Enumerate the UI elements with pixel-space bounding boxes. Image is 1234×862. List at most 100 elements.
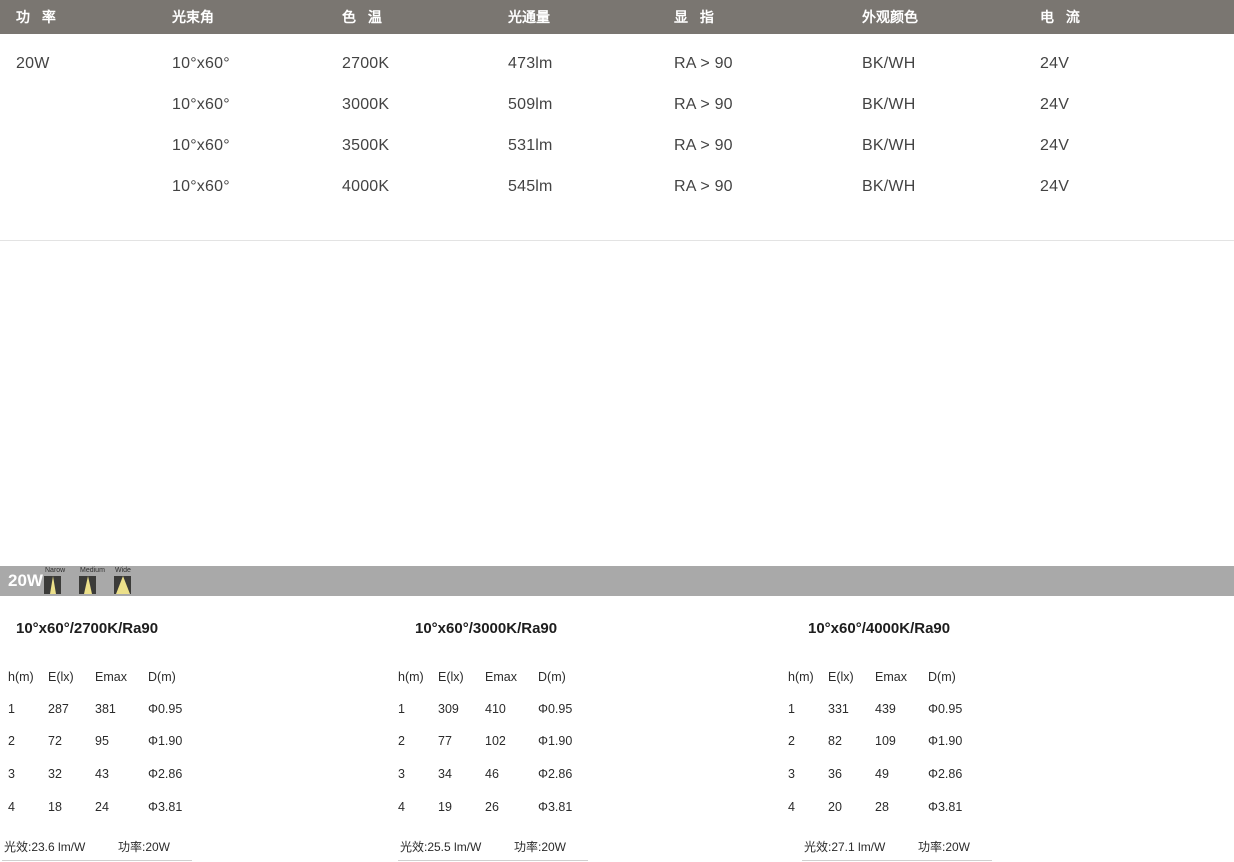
beam-legend-narrow: Narow [44,567,70,594]
table-row: 24V [1040,55,1070,72]
photometric-table: h(m) E(lx) Emax D(m) 1 287 381 Φ0.95 2 7… [0,670,390,830]
table-row: 3 [788,767,795,781]
table-row: 72 [48,734,62,748]
table-row: 18 [48,800,62,814]
table-row: 473lm [508,55,553,72]
table-row: 95 [95,734,109,748]
photometric-footer: 光效:25.5 lm/W 功率:20W [398,838,588,861]
table-row: 36 [828,767,842,781]
beam-legend-wide: Wide [114,567,140,594]
beam-cone-medium-icon [79,576,96,594]
table-row: Φ0.95 [148,702,183,716]
table-row: 545lm [508,178,553,195]
table-row: RA > 90 [674,55,733,72]
beam-legend-wide-label: Wide [115,567,131,574]
table-row: 2700K [342,55,390,72]
column-header-appearance-color: 外观颜色 [862,9,918,25]
table-row: 287 [48,702,69,716]
table-row: 4000K [342,178,390,195]
efficacy-value: 光效:25.5 lm/W [400,840,482,854]
table-row: Φ3.81 [928,800,963,814]
table-row: 24V [1040,178,1070,195]
table-row: 3500K [342,137,390,154]
table-row: RA > 90 [674,96,733,113]
table-row: Φ1.90 [538,734,573,748]
table-row: Φ1.90 [928,734,963,748]
photometric-footer: 光效:23.6 lm/W 功率:20W [2,838,192,861]
column-header-cct: 色 温 [342,9,386,25]
column-header-power: 功 率 [16,9,60,25]
table-row: 3 [8,767,15,781]
column-header-emax: Emax [875,670,907,684]
specification-table-header-row: 功 率 光束角 色 温 光通量 显 指 外观颜色 电 流 [0,0,1234,34]
table-row: 4 [788,800,795,814]
photometric-footer: 光效:27.1 lm/W 功率:20W [802,838,992,861]
column-header-elux: E(lx) [48,670,74,684]
photometric-table: h(m) E(lx) Emax D(m) 1 331 439 Φ0.95 2 8… [780,670,1170,830]
table-row: Φ2.86 [538,767,573,781]
beam-legend-medium-label: Medium [80,567,105,574]
table-row: 2 [398,734,405,748]
table-row: 2 [8,734,15,748]
table-row: BK/WH [862,137,916,154]
column-header-beam-angle: 光束角 [172,9,214,25]
column-header-emax: Emax [95,670,127,684]
column-header-elux: E(lx) [828,670,854,684]
table-row: BK/WH [862,55,916,72]
table-row: 109 [875,734,896,748]
table-row: Φ0.95 [538,702,573,716]
table-row: 24 [95,800,109,814]
table-row: 43 [95,767,109,781]
table-row: BK/WH [862,96,916,113]
table-row: 10°x60° [172,55,230,72]
table-row: 2 [788,734,795,748]
page-title: 10°x60°/4000K/Ra90 [808,620,951,637]
column-header-emax: Emax [485,670,517,684]
efficacy-value: 光效:27.1 lm/W [804,840,886,854]
table-row: Φ3.81 [148,800,183,814]
table-row: 46 [485,767,499,781]
column-header-diameter: D(m) [538,670,566,684]
specification-table-body: 20W 10°x60° 2700K 473lm RA > 90 BK/WH 24… [0,34,1234,240]
table-row: 24V [1040,96,1070,113]
beam-cone-narrow-icon [44,576,61,594]
column-header-elux: E(lx) [438,670,464,684]
power-value: 功率:20W [118,840,171,854]
page-title: 10°x60°/2700K/Ra90 [16,620,159,637]
column-header-height: h(m) [788,670,814,684]
photometric-table: h(m) E(lx) Emax D(m) 1 309 410 Φ0.95 2 7… [390,670,780,830]
column-header-height: h(m) [398,670,424,684]
page-title: 10°x60°/3000K/Ra90 [415,620,558,637]
column-header-height: h(m) [8,670,34,684]
power-band-label: 20W [8,571,43,590]
table-row: 20 [828,800,842,814]
table-row: BK/WH [862,178,916,195]
column-header-cri: 显 指 [674,9,718,25]
table-row: Φ0.95 [928,702,963,716]
beam-legend-medium: Medium [79,567,105,594]
table-row: 509lm [508,96,553,113]
table-row: 531lm [508,137,553,154]
efficacy-value: 光效:23.6 lm/W [4,840,86,854]
table-row: 19 [438,800,452,814]
column-header-diameter: D(m) [148,670,176,684]
table-row: 309 [438,702,459,716]
power-band: 20W Narow Medium Wide [0,566,1234,596]
specification-table: 功 率 光束角 色 温 光通量 显 指 外观颜色 电 流 20W 10°x60°… [0,0,1234,240]
table-row: 4 [8,800,15,814]
table-row: 4 [398,800,405,814]
table-row: 10°x60° [172,178,230,195]
table-row: 28 [875,800,889,814]
table-row: 34 [438,767,452,781]
table-row: RA > 90 [674,178,733,195]
table-row: Φ1.90 [148,734,183,748]
column-header-luminous-flux: 光通量 [508,9,550,25]
table-row: RA > 90 [674,137,733,154]
power-value: 功率:20W [918,840,971,854]
table-row: 102 [485,734,506,748]
table-row: 49 [875,767,889,781]
column-header-current: 电 流 [1040,9,1084,25]
table-row: 20W [16,55,50,72]
table-row: 1 [788,702,795,716]
beam-cone-wide-icon [114,576,131,594]
